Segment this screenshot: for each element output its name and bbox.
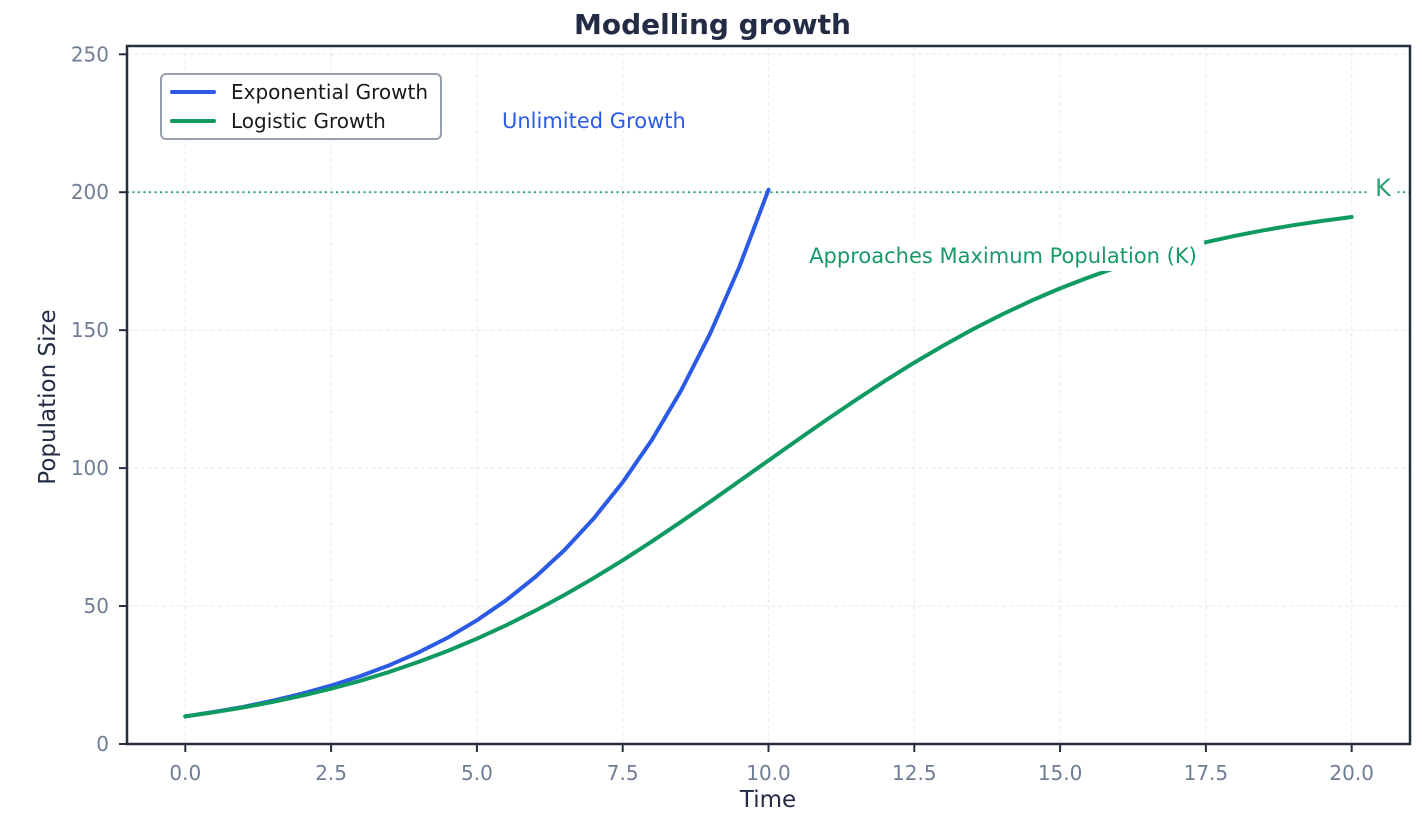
x-tick-label: 10.0 [746,761,791,785]
x-tick-label: 5.0 [461,761,493,785]
annotation-unlimited-growth: Unlimited Growth [502,109,686,133]
y-tick-label: 50 [84,594,109,618]
legend-item-label: Logistic Growth [231,109,386,133]
y-tick-label: 250 [71,42,109,66]
x-tick-label: 20.0 [1329,761,1374,785]
x-tick-label: 15.0 [1038,761,1083,785]
y-axis-label: Population Size [35,309,61,485]
plot-border [125,44,1412,746]
x-tick-label: 17.5 [1184,761,1229,785]
legend-line-sample-icon [170,118,216,124]
legend-item-logistic: Logistic Growth [170,109,440,133]
x-tick-label: 7.5 [607,761,639,785]
x-axis-label: Time [739,787,797,813]
y-tick-label: 100 [71,456,109,480]
annotation-approaches-maximum-population: Approaches Maximum Population (K) [802,241,1204,271]
x-tick-label: 12.5 [892,761,937,785]
y-tick-label: 150 [71,318,109,342]
y-tick-label: 200 [71,180,109,204]
legend-item-label: Exponential Growth [231,80,429,104]
legend-line-sample-icon [170,89,216,95]
legend-item-exponential: Exponential Growth [170,80,440,104]
x-tick-label: 0.0 [169,761,201,785]
x-tick-label: 2.5 [315,761,347,785]
chart-title: Modelling growth [574,8,851,41]
carrying-capacity-label: K [1369,174,1397,202]
legend: Exponential Growth Logistic Growth [160,73,442,140]
y-tick-label: 0 [96,732,109,756]
